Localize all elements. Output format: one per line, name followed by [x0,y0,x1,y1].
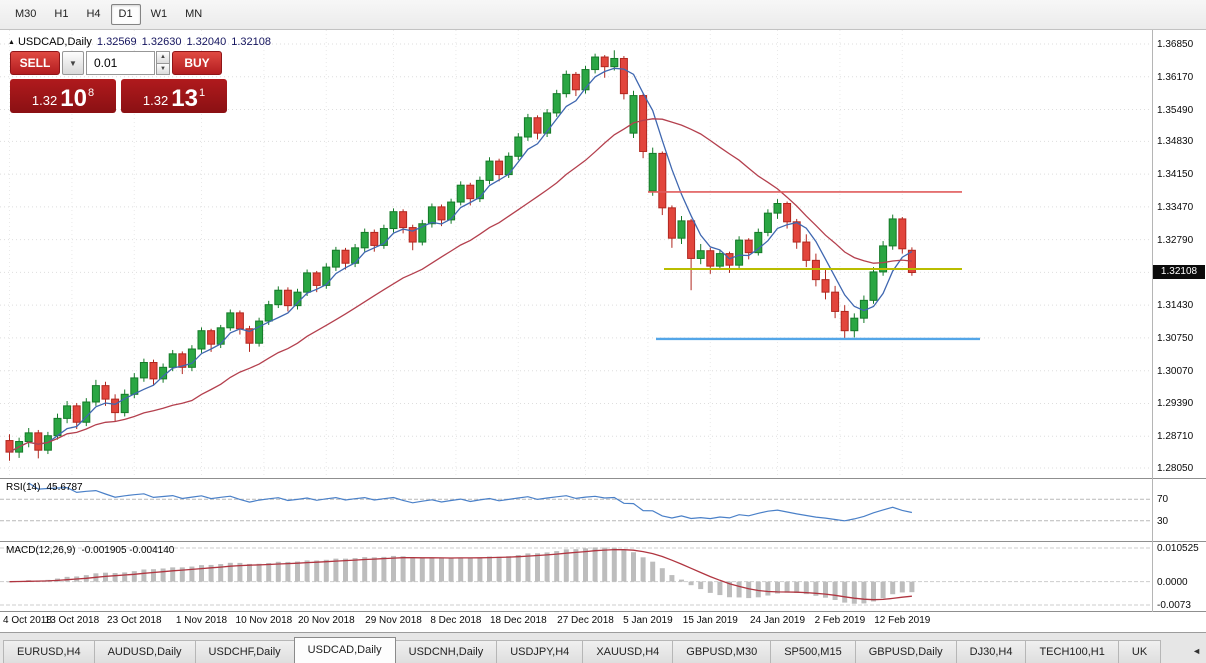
rsi-label: RSI(14) 45.6787 [6,482,83,493]
timeframe-button-h4[interactable]: H4 [78,4,108,25]
pane-splitter[interactable] [0,611,1206,612]
price-axis-label: 1.36170 [1157,71,1194,83]
time-axis-label: 2 Feb 2019 [814,615,866,626]
time-axis-label: 5 Jan 2019 [623,615,673,626]
time-axis-label: 10 Nov 2018 [235,615,293,626]
rsi-level-label: 70 [1157,494,1169,506]
price-axis-label: 1.34150 [1157,169,1194,181]
timeframe-toolbar: M30 H1 H4 D1 W1 MN [0,0,1206,30]
spin-up-icon[interactable]: ▲ [156,51,170,64]
tab-usdcnh-daily[interactable]: USDCNH,Daily [394,640,498,663]
price-chart[interactable] [0,30,1152,478]
price-axis-label: 1.29390 [1157,398,1194,410]
timeframe-button-m30[interactable]: M30 [7,4,44,25]
current-price-value: 1.32108 [1160,266,1198,278]
chart-title: ▲ USDCAD,Daily 1.32569 1.32630 1.32040 1.3210… [8,36,271,48]
bid-price-major: 1.32 [31,93,58,108]
ohlc-high: 1.32630 [141,36,182,48]
bid-price-display[interactable]: 1.32 10 8 [10,79,116,113]
volume-dropdown[interactable]: ▼ [62,51,84,75]
current-price-tag: 1.32108 [1153,265,1205,280]
spin-down-icon[interactable]: ▼ [156,63,170,75]
tab-xauusd-h4[interactable]: XAUUSD,H4 [582,640,674,663]
time-axis-label: 8 Dec 2018 [430,615,482,626]
ask-price-display[interactable]: 1.32 13 1 [121,79,227,113]
timeframe-button-w1[interactable]: W1 [143,4,176,25]
macd-scale-zero-label: 0.0000 [1157,576,1188,588]
volume-stepper: ▲ ▼ [156,51,170,75]
tab-tech100-h1[interactable]: TECH100,H1 [1025,640,1119,663]
chevron-down-icon: ▼ [69,58,77,68]
tab-dj30-h4[interactable]: DJ30,H4 [955,640,1027,663]
macd-indicator-pane[interactable] [0,542,1152,611]
price-axis-label: 1.34830 [1157,136,1194,148]
timeframe-button-d1[interactable]: D1 [110,4,141,25]
rsi-level-label: 30 [1157,515,1169,527]
ohlc-open: 1.32569 [96,36,137,48]
macd-scale-max-label: 0.010525 [1157,543,1199,554]
tab-audusd-daily[interactable]: AUDUSD,Daily [93,640,196,663]
time-axis-label: 12 Feb 2019 [874,615,931,626]
chart-tabs-bar: EURUSD,H4 AUDUSD,Daily USDCHF,Daily USDCAD,… [0,632,1206,663]
tab-gbpusd-daily[interactable]: GBPUSD,Daily [854,640,957,663]
time-axis-label: 4 Oct 2018 [3,615,52,626]
macd-name: MACD(12,26,9) [6,545,76,556]
price-axis-label: 1.33470 [1157,201,1194,213]
macd-values: -0.001905 -0.004140 [81,545,175,556]
volume-input[interactable]: 0.01 [86,51,155,75]
timeframe-button-h1[interactable]: H1 [46,4,76,25]
price-axis-label: 1.32790 [1157,234,1194,246]
buy-button[interactable]: BUY [172,51,222,75]
tab-usdjpy-h4[interactable]: USDJPY,H4 [496,640,584,663]
time-axis-label: 15 Jan 2019 [682,615,738,626]
ohlc-low: 1.32040 [186,36,227,48]
rsi-indicator-pane[interactable] [0,479,1152,541]
bid-price-point: 8 [87,87,95,99]
price-axis-label: 1.35490 [1157,104,1194,116]
price-axis-label: 1.28710 [1157,431,1194,443]
price-axis-label: 1.30750 [1157,332,1194,344]
chart-area: ▲ USDCAD,Daily 1.32569 1.32630 1.32040 1.3210… [0,30,1206,633]
time-axis-label: 29 Nov 2018 [365,615,422,626]
rsi-name: RSI(14) [6,482,41,493]
sell-button[interactable]: SELL [10,51,60,75]
rsi-value: 45.6787 [46,482,83,493]
tab-uk[interactable]: UK [1117,640,1162,663]
macd-label: MACD(12,26,9) -0.001905 -0.004140 [6,545,174,556]
price-axis-label: 1.30070 [1157,365,1194,377]
bid-price-pips: 10 [60,85,87,112]
chart-marker-icon: ▲ [8,39,15,46]
price-axis-label: 1.28050 [1157,463,1194,474]
price-axis-separator [1152,30,1153,612]
tab-usdcad-daily[interactable]: USDCAD,Daily [293,637,396,663]
tab-scroll-left-button[interactable]: ◄ [1192,646,1201,656]
pane-splitter[interactable] [0,541,1206,542]
tab-gbpusd-m30[interactable]: GBPUSD,M30 [672,640,772,663]
time-axis-label: 27 Dec 2018 [557,615,614,626]
price-axis-label: 1.31430 [1157,300,1194,312]
price-axis-label: 1.36850 [1157,39,1194,51]
ask-price-pips: 13 [171,85,198,112]
time-axis-label: 13 Oct 2018 [44,615,100,626]
chart-symbol-label: USDCAD,Daily [17,36,92,48]
timeframe-button-mn[interactable]: MN [177,4,210,25]
time-axis-label: 18 Dec 2018 [489,615,547,626]
ohlc-close: 1.32108 [231,36,271,48]
macd-scale-min-label: -0.0073 [1157,600,1191,611]
ask-price-point: 1 [198,87,206,99]
time-axis-label: 23 Oct 2018 [107,615,162,626]
time-axis-label: 24 Jan 2019 [749,615,806,626]
time-axis-label: 1 Nov 2018 [175,615,228,626]
ask-price-major: 1.32 [142,93,169,108]
pane-splitter[interactable] [0,478,1206,479]
tab-eurusd-h4[interactable]: EURUSD,H4 [3,640,95,663]
tab-usdchf-daily[interactable]: USDCHF,Daily [194,640,295,663]
tab-sp500-m15[interactable]: SP500,M15 [770,640,856,663]
time-axis-label: 20 Nov 2018 [297,615,355,626]
one-click-trading-panel: SELL ▼ 0.01 ▲ ▼ BUY 1.32 10 8 1.32 13 1 [10,51,227,113]
